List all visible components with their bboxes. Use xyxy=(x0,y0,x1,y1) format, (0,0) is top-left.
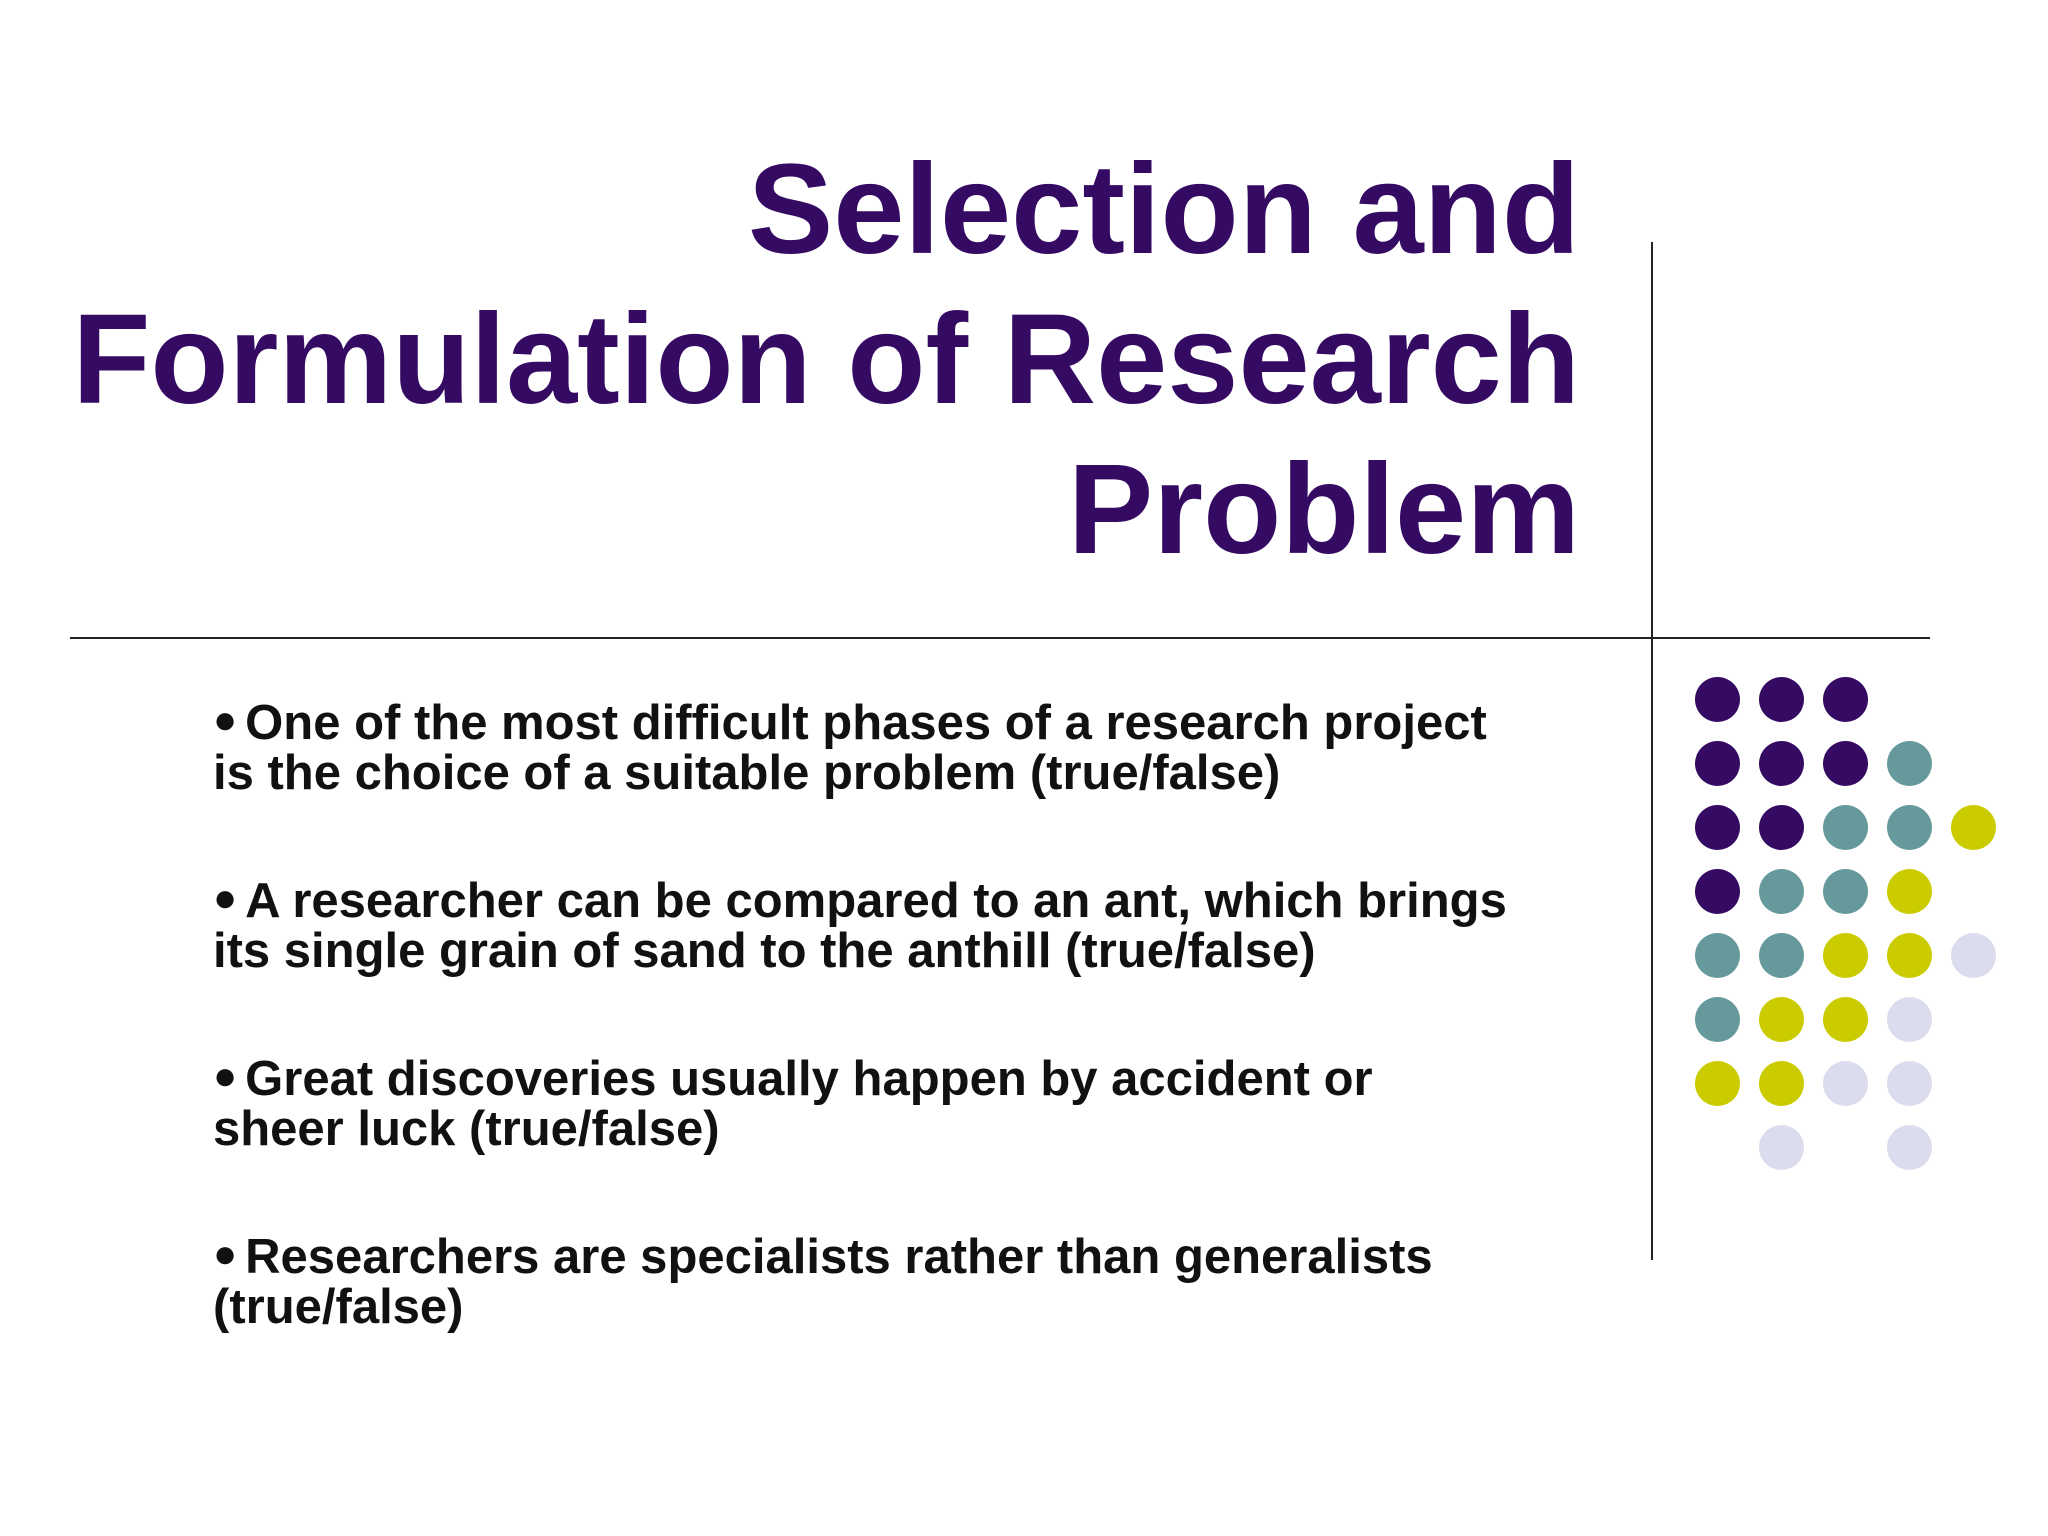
decorative-dot xyxy=(1951,933,1996,978)
decorative-dot xyxy=(1759,1125,1804,1170)
vertical-divider xyxy=(1651,242,1653,1260)
bullet-1-line-1: One of the most difficult phases of a re… xyxy=(245,696,1487,750)
decorative-dot xyxy=(1759,869,1804,914)
decorative-dot xyxy=(1823,1061,1868,1106)
bullet-point-icon: ● xyxy=(213,1054,238,1098)
bullet-3-line-1: Great discoveries usually happen by acci… xyxy=(245,1052,1373,1106)
bullet-item-2: ● A researcher can be compared to an ant,… xyxy=(213,873,1613,976)
bullet-2-line-2: its single grain of sand to the anthill … xyxy=(213,924,1316,978)
bullet-point-icon: ● xyxy=(213,1232,238,1276)
decorative-dot xyxy=(1695,805,1740,850)
decorative-dot xyxy=(1823,677,1868,722)
decorative-dot xyxy=(1695,741,1740,786)
decorative-dot xyxy=(1823,869,1868,914)
decorative-dot xyxy=(1759,997,1804,1042)
decorative-dot xyxy=(1887,805,1932,850)
title-line-1: Selection and xyxy=(747,138,1580,281)
title-line-3: Problem xyxy=(1067,438,1580,581)
horizontal-divider xyxy=(70,637,1930,639)
decorative-dot xyxy=(1823,997,1868,1042)
decorative-dot xyxy=(1759,677,1804,722)
decorative-dot xyxy=(1887,1061,1932,1106)
bullet-2-line-1: A researcher can be compared to an ant, … xyxy=(245,874,1507,928)
decorative-dot xyxy=(1695,997,1740,1042)
decorative-dot xyxy=(1759,741,1804,786)
decorative-dot xyxy=(1823,741,1868,786)
decorative-dot xyxy=(1887,741,1932,786)
bullet-point-icon: ● xyxy=(213,698,238,742)
bullet-point-icon: ● xyxy=(213,876,238,920)
decorative-dot xyxy=(1759,933,1804,978)
bullet-item-4: ● Researchers are specialists rather than… xyxy=(213,1229,1613,1332)
decorative-dot xyxy=(1695,677,1740,722)
bullet-4-line-1: Researchers are specialists rather than … xyxy=(245,1230,1433,1284)
slide-title: Selection and Formulation of Research Pr… xyxy=(60,135,1580,585)
decorative-dot xyxy=(1759,1061,1804,1106)
decorative-dot xyxy=(1887,1125,1932,1170)
decorative-dot xyxy=(1695,1061,1740,1106)
decorative-dot xyxy=(1823,933,1868,978)
decorative-dot xyxy=(1887,933,1932,978)
decorative-dot xyxy=(1759,805,1804,850)
bullet-list: ● One of the most difficult phases of a r… xyxy=(213,695,1613,1407)
decorative-dot xyxy=(1823,805,1868,850)
bullet-3-line-2: sheer luck (true/false) xyxy=(213,1102,720,1156)
decorative-dot xyxy=(1695,933,1740,978)
decorative-dot xyxy=(1951,805,1996,850)
decorative-dot xyxy=(1887,869,1932,914)
bullet-item-3: ● Great discoveries usually happen by acc… xyxy=(213,1051,1613,1154)
bullet-1-line-2: is the choice of a suitable problem (tru… xyxy=(213,746,1281,800)
bullet-item-1: ● One of the most difficult phases of a r… xyxy=(213,695,1613,798)
decorative-dot xyxy=(1887,997,1932,1042)
title-line-2: Formulation of Research xyxy=(72,288,1580,431)
bullet-4-line-2: (true/false) xyxy=(213,1280,464,1334)
decorative-dot xyxy=(1695,869,1740,914)
